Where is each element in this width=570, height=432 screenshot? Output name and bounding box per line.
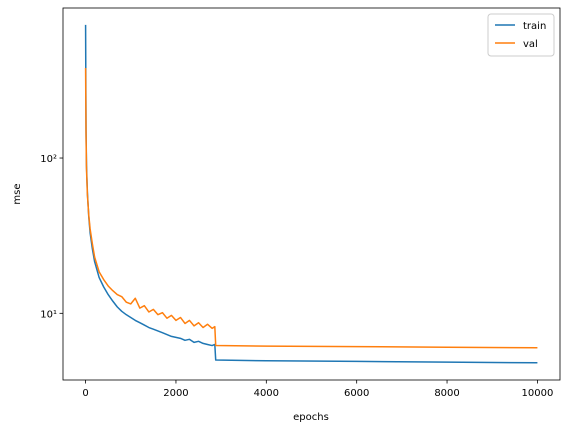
legend-label: val <box>523 39 538 50</box>
axes-frame <box>62 7 561 381</box>
x-tick-label: 0 <box>82 388 88 399</box>
plot-area <box>84 24 538 364</box>
y-tick-label: 10¹ <box>40 309 57 320</box>
x-tick-label: 8000 <box>434 388 459 399</box>
series-line <box>84 24 538 364</box>
series-line <box>84 67 538 349</box>
x-axis-label: epochs <box>293 412 329 423</box>
y-tick-label: 10² <box>40 154 57 165</box>
y-axis-label: mse <box>12 183 23 204</box>
legend-label: train <box>523 21 546 32</box>
x-tick-label: 2000 <box>163 388 188 399</box>
x-tick-label: 4000 <box>254 388 279 399</box>
x-tick-label: 10000 <box>522 388 554 399</box>
x-tick-label: 6000 <box>344 388 369 399</box>
